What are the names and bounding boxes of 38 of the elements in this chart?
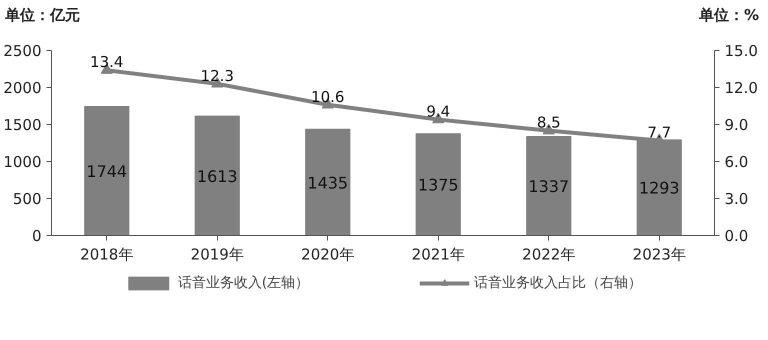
- data-label: 7.7: [647, 124, 672, 142]
- y2-tick-label: 12.0: [724, 79, 758, 97]
- data-label: 10.6: [311, 88, 344, 106]
- bar: [305, 128, 350, 236]
- data-label: 1337: [528, 177, 570, 196]
- x-tick-label: 2019年: [190, 246, 244, 264]
- y-tick-label: 2000: [3, 79, 42, 97]
- data-label: 13.4: [90, 53, 124, 72]
- y2-tick-label: 9.0: [724, 116, 748, 134]
- y2-axis-title: 单位：%: [698, 5, 759, 26]
- y-axis-title: 单位：亿元: [5, 5, 80, 26]
- bar: [194, 116, 240, 236]
- x-tick-label: 2023年: [632, 246, 686, 264]
- y-tick-label: 500: [12, 190, 42, 208]
- y2-tick-label: 3.0: [724, 190, 748, 208]
- data-label: 9.4: [426, 102, 450, 121]
- y2-tick-label: 6.0: [724, 153, 748, 171]
- bar: [416, 133, 461, 236]
- x-tick-label: 2022年: [522, 246, 576, 264]
- x-tick-label: 2020年: [301, 246, 354, 264]
- y-tick-label: 2500: [3, 42, 42, 60]
- y-tick-label: 1000: [3, 153, 42, 171]
- bar: [84, 106, 130, 236]
- x-tick-label: 2018年: [80, 246, 134, 264]
- legend-label: 话音业务收入(左轴）: [178, 274, 310, 292]
- data-label: 1293: [638, 178, 680, 198]
- data-label: 1375: [418, 176, 459, 195]
- data-label: 12.3: [200, 66, 234, 85]
- y2-tick-label: 15.0: [724, 42, 758, 60]
- y2-tick-label: 0.0: [724, 227, 748, 245]
- data-label: 1613: [196, 166, 238, 186]
- data-label: 1744: [86, 162, 128, 181]
- x-tick-label: 2021年: [412, 246, 465, 264]
- data-label: 8.5: [536, 114, 561, 132]
- data-label: 1435: [307, 173, 348, 192]
- y-tick-label: 1500: [3, 116, 42, 134]
- y-tick-label: 0: [32, 227, 42, 245]
- legend-label: 话音业务收入占比（右轴）: [474, 274, 642, 292]
